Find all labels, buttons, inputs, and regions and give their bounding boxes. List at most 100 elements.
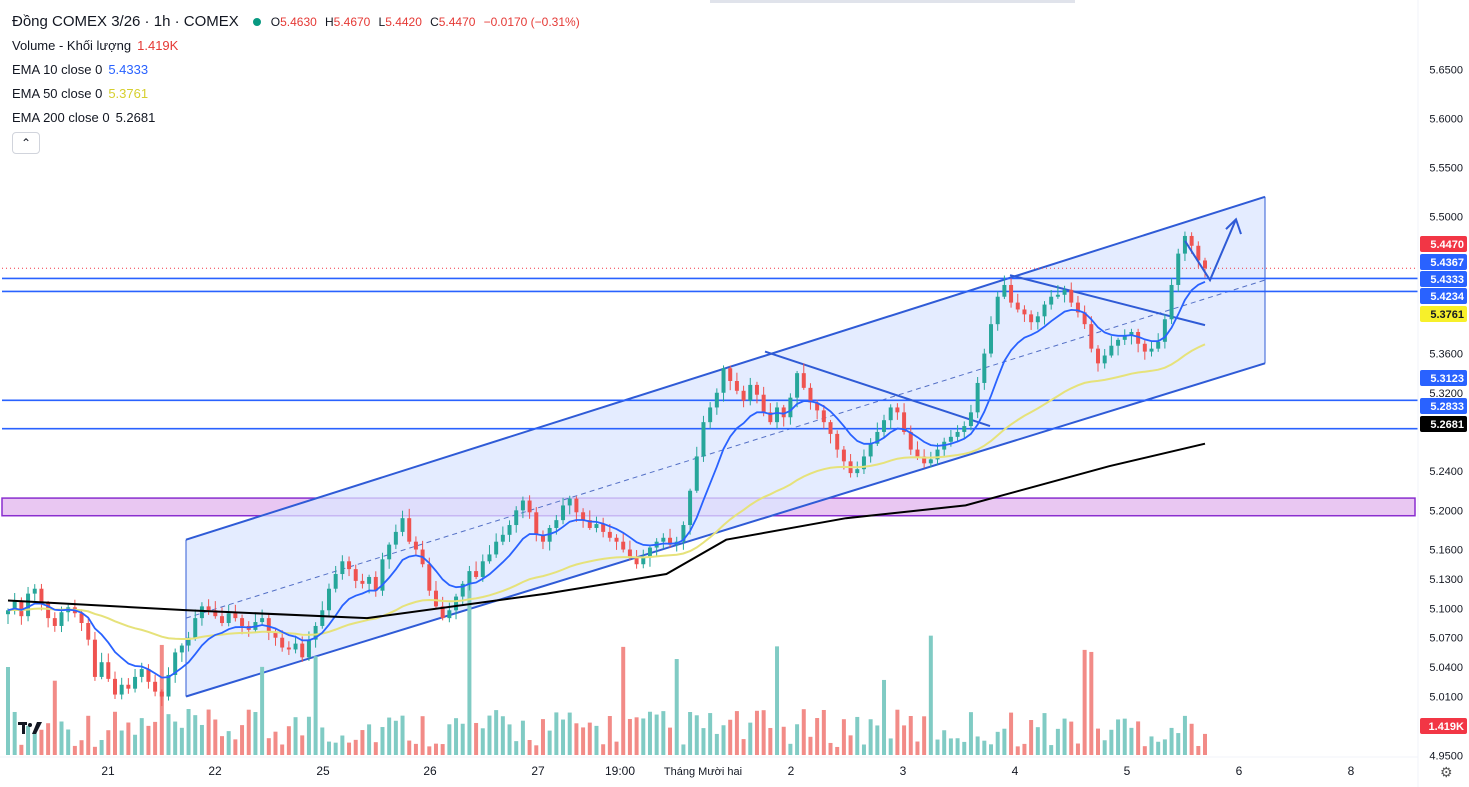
candle-body [975,382,980,413]
candle-body [895,407,900,413]
legend-ema10[interactable]: EMA 10 close 0 5.4333 [12,62,149,77]
candle-body [286,647,291,650]
volume-bar [567,712,572,755]
candle-body [1176,253,1181,285]
volume-bar [607,716,612,755]
price-badge-bg [1420,416,1467,432]
volume-bar [467,581,472,755]
time-tick-label: 6 [1236,764,1243,778]
candle-body [1029,314,1034,323]
candle-body [721,368,726,393]
candle-body [835,433,840,450]
top-drag-bar[interactable] [710,0,1075,3]
collapse-legend-button[interactable]: ⌃ [12,132,40,154]
volume-bar [668,727,673,755]
volume-bar [153,721,158,755]
volume-bar [554,712,559,755]
volume-bar [761,710,766,755]
volume-bar [1096,728,1101,755]
candle-body [153,681,158,692]
ohlc-high: 5.4670 [333,15,371,29]
candle-body [240,618,245,626]
volume-bar [393,720,398,755]
candle-body [668,537,673,545]
volume-bar [440,744,445,755]
volume-bar [1089,651,1094,755]
price-badge-label: 5.2681 [1430,419,1464,431]
symbol-title[interactable]: Đồng COMEX 3/26 · 1h · COMEX [12,13,239,30]
candle-body [293,643,298,650]
volume-bar [26,725,31,755]
volume-bar [895,709,900,755]
candle-body [815,402,820,411]
candle-body [701,422,706,457]
volume-bar [92,746,97,755]
candle-body [26,593,31,617]
candle-body [139,669,144,677]
volume-bar [574,723,579,755]
volume-bar [1082,649,1087,755]
price-badge-label: 1.419K [1429,721,1465,733]
gear-icon[interactable]: ⚙ [1440,764,1453,780]
candle-body [1156,341,1161,349]
candle-body [213,610,218,617]
volume-bar [347,742,352,755]
candle-body [1189,235,1194,246]
volume-bar [915,741,920,755]
candle-body [801,373,806,388]
candle-body [1035,316,1040,323]
candle-body [112,678,117,695]
volume-bar [955,738,960,755]
volume-bar [694,715,699,755]
volume-bar [587,722,592,755]
candle-body [193,618,198,638]
price-tick-label: 5.1000 [1429,603,1463,615]
candle-body [788,397,793,418]
volume-bar [1022,743,1027,755]
candle-body [1129,332,1134,336]
volume-bar [1062,718,1067,755]
volume-bar [821,709,826,755]
legend-ema50[interactable]: EMA 50 close 0 5.3761 [12,86,149,101]
candle-body [320,610,325,626]
volume-bar [861,744,866,755]
legend-ema200[interactable]: EMA 200 close 0 5.2681 [12,110,156,125]
legend-volume[interactable]: Volume - Khối lượng 1.419K [12,38,179,53]
candle-body [99,662,104,677]
volume-bar [300,735,305,755]
candle-body [1042,304,1047,317]
price-badge-label: 5.2833 [1430,401,1464,413]
projection-arrowhead [1225,217,1242,235]
candle-body [300,643,305,658]
volume-bar [1069,721,1074,755]
candle-body [1109,345,1114,356]
projection-arrow [1184,218,1237,283]
volume-bar [768,727,773,755]
candle-body [902,412,907,432]
volume-bar [902,725,907,755]
volume-bar [313,656,318,755]
volume-bar [59,721,64,755]
candle-body [808,387,813,403]
volume-bar [721,725,726,755]
candle-body [39,588,44,604]
candle-body [1062,289,1067,295]
price-tick-label: 5.1600 [1429,545,1463,557]
ohlc-low: 5.4420 [385,15,422,29]
volume-bar [1156,741,1161,755]
candle-body [12,600,17,611]
price-badge-label: 5.4470 [1430,239,1464,251]
volume-bar [815,718,820,755]
tradingview-logo-icon[interactable] [18,720,44,736]
candle-body [882,420,887,432]
volume-bar [126,722,131,755]
volume-bar [1055,728,1060,755]
candle-body [380,559,385,591]
candle-body [768,412,773,423]
candle-body [534,512,539,535]
volume-bar [621,646,626,755]
ema10-line [7,280,1206,679]
price-badge-label: 5.3123 [1430,373,1464,385]
